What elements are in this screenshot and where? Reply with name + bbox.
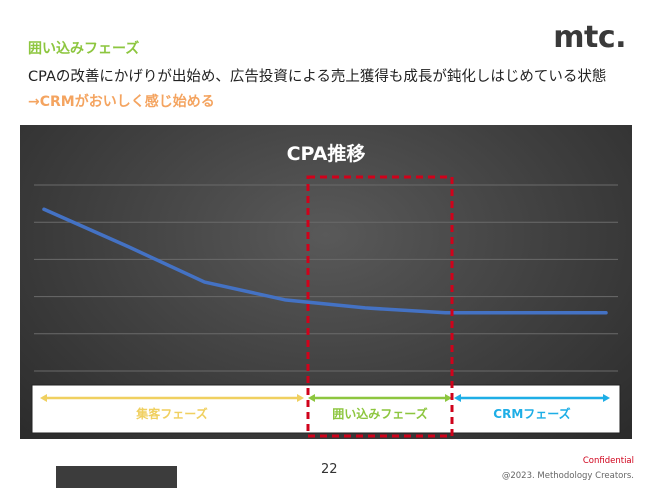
data-point: [283, 298, 287, 302]
phase-arrows: 集客フェーズ 囲い込みフェーズ CRMフェーズ: [40, 394, 610, 421]
chart-title: CPA推移: [287, 142, 366, 165]
series-line-group: [42, 207, 608, 315]
grid-lines: [34, 184, 618, 372]
phase-label: 集客フェーズ: [135, 406, 207, 421]
phase-arrow-head-left: [308, 394, 315, 402]
confidential-label: Confidential: [582, 456, 634, 466]
data-point: [122, 243, 126, 247]
phase-arrow-head-left: [454, 394, 461, 402]
phase-arrow-head-right: [297, 394, 304, 402]
data-point: [363, 306, 367, 310]
data-point: [203, 280, 207, 284]
data-point: [524, 311, 528, 315]
page-number: 22: [321, 462, 338, 477]
highlight-box: [306, 175, 454, 438]
phase-title: 囲い込みフェーズ: [28, 41, 140, 57]
data-point: [42, 207, 46, 211]
cpa-chart: CPA推移 集客フェーズ 囲い込みフェーズ CRMフェーズ: [31, 142, 621, 438]
series-line: [42, 207, 608, 315]
phase-label: CRMフェーズ: [493, 406, 570, 421]
phase-arrow-head-right: [445, 394, 452, 402]
description-text: CPAの改善にかげりが出始め、広告投資による売上獲得も成長が鈍化しはじめている状…: [28, 69, 607, 85]
phase-arrow-head-right: [603, 394, 610, 402]
phase-arrow-head-left: [40, 394, 47, 402]
conclusion-text: →CRMがおいしく感じ始める: [28, 94, 215, 110]
phase-band: [31, 384, 621, 434]
footer-image-block: [56, 466, 177, 488]
copyright-text: @2023. Methodology Creators.: [501, 471, 634, 481]
company-logo: mtc.: [553, 20, 626, 55]
data-point: [604, 311, 608, 315]
chart-panel: CPA推移 集客フェーズ 囲い込みフェーズ CRMフェーズ: [20, 125, 632, 439]
data-point: [443, 311, 447, 315]
phase-label: 囲い込みフェーズ: [332, 406, 427, 421]
